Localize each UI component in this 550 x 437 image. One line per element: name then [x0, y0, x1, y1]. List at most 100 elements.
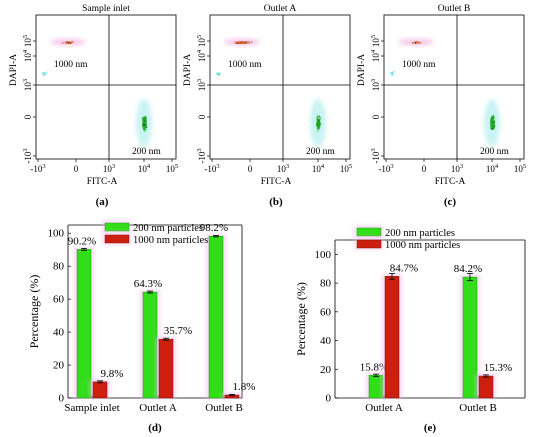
debris-point: [218, 74, 220, 76]
bar-200nm: [208, 235, 224, 399]
y-tick-label: 103: [22, 79, 33, 91]
data-label: 35.7%: [164, 325, 192, 337]
cluster-1000nm-point: [251, 41, 253, 43]
debris-point: [45, 72, 47, 74]
cluster-1000nm-point: [69, 42, 71, 44]
cluster-200nm-point: [318, 115, 320, 117]
y-tick-label: 60: [53, 294, 65, 306]
population-label-1000nm: 1000 nm: [54, 60, 88, 70]
cluster-200nm-point: [143, 125, 145, 127]
cluster-1000nm-point: [65, 42, 67, 44]
cluster-200nm-point: [490, 124, 492, 126]
y-tick-label: 20: [320, 364, 332, 376]
cluster-200nm-point: [316, 116, 318, 118]
y-tick-label: 104: [370, 49, 381, 62]
x-tick-label: -103: [204, 163, 219, 174]
y-tick-label: 104: [22, 49, 33, 62]
debris-point: [43, 75, 45, 77]
debris-point: [46, 71, 48, 73]
cluster-200nm-point: [145, 118, 147, 120]
y-tick-label: 105: [22, 35, 33, 47]
cluster-1000nm-point: [242, 42, 244, 44]
y-tick-label: 60: [320, 306, 332, 318]
cluster-200nm-point: [142, 124, 144, 126]
cluster-200nm-point: [316, 123, 318, 125]
cluster-200nm-point: [318, 124, 320, 126]
data-label: 84.2%: [454, 263, 482, 275]
y-tick-label: 100: [315, 249, 332, 261]
cluster-200nm-point: [146, 126, 148, 128]
cluster-200nm-point: [492, 121, 494, 123]
cluster-1000nm-point: [413, 41, 415, 43]
cluster-200nm-point: [145, 120, 147, 122]
cluster-200nm-point: [142, 126, 144, 128]
cluster-200nm-point: [319, 120, 321, 122]
cluster-200nm-point: [490, 125, 492, 127]
y-tick-group: 0: [23, 114, 33, 119]
cluster-1000nm-point: [235, 42, 237, 44]
y-tick-group: -103: [22, 148, 33, 163]
y-tick-label: 0: [197, 114, 207, 119]
debris-point: [392, 73, 394, 75]
cluster-200nm-point: [143, 124, 145, 126]
cluster-200nm-point: [317, 126, 319, 128]
x-tick-label: 103: [451, 163, 463, 174]
cluster-200nm-point: [316, 118, 318, 120]
cluster-1000nm-point: [417, 42, 419, 44]
y-tick-label: -103: [370, 148, 381, 163]
cluster-1000nm-point: [248, 42, 250, 44]
cluster-200nm-point: [317, 119, 319, 121]
cluster-200nm-point: [494, 125, 496, 127]
cluster-1000nm-point: [416, 41, 418, 43]
y-tick-group: -103: [370, 148, 381, 163]
cluster-200nm-point: [492, 121, 494, 123]
cluster-200nm-point: [319, 116, 321, 118]
cluster-200nm-point: [493, 128, 495, 130]
x-tick-label: 0: [74, 164, 79, 174]
cluster-1000nm-point: [238, 41, 240, 43]
debris-point: [390, 72, 392, 74]
cluster-200nm-point: [491, 118, 493, 120]
x-tick-label: Outlet B: [205, 402, 243, 414]
y-tick-label: 40: [53, 327, 65, 339]
x-tick-label: 105: [166, 163, 178, 174]
cluster-200nm-point: [143, 117, 145, 119]
cluster-200nm-point: [491, 116, 493, 118]
cluster-200nm-point: [145, 121, 147, 123]
cluster-200nm-point: [144, 122, 146, 124]
bar-1000nm: [92, 381, 108, 399]
cluster-200nm-point: [317, 122, 319, 124]
x-tick-label: 104: [486, 163, 499, 174]
cluster-1000nm-point: [236, 42, 238, 44]
bar-chart-panels: 0 20 40 60 80 100 Percentage (%) Sample inlet 90…: [27, 220, 526, 434]
debris-point: [45, 74, 47, 76]
cluster-200nm-point: [143, 129, 145, 131]
panel-label: (a): [96, 196, 109, 208]
data-label: 90.2%: [68, 235, 96, 247]
population-label-1000nm: 1000 nm: [402, 60, 436, 70]
cluster-200nm-point: [143, 122, 145, 124]
cluster-200nm-point: [319, 126, 321, 128]
cluster-200nm-point: [142, 118, 144, 120]
bar-200nm: [462, 276, 478, 399]
x-tick-label: 104: [312, 163, 325, 174]
population-label-200nm: 200 nm: [306, 147, 335, 157]
cluster-1000nm-point: [417, 41, 419, 43]
cluster-200nm-point: [318, 128, 320, 130]
cluster-200nm-point: [318, 127, 320, 129]
cluster-1000nm-point: [247, 41, 249, 43]
x-tick-label: Outlet A: [139, 402, 177, 414]
plot-frame: [209, 14, 351, 160]
cluster-200nm-point: [492, 125, 494, 127]
cluster-200nm-point: [145, 120, 147, 122]
cluster-1000nm-point: [239, 42, 241, 44]
cluster-200nm-point: [144, 119, 146, 121]
cluster-200nm-point: [491, 127, 493, 129]
cluster-200nm-point: [492, 124, 494, 126]
x-tick-label: 104: [138, 163, 151, 174]
debris-point: [216, 73, 218, 75]
cluster-200nm-point: [493, 127, 495, 129]
x-tick-label: -103: [378, 163, 393, 174]
debris-point: [216, 74, 218, 76]
scatter-panel-2: Outlet B -103 0 103 104 105 -103 0 103 104 105 FITC…: [357, 4, 526, 208]
